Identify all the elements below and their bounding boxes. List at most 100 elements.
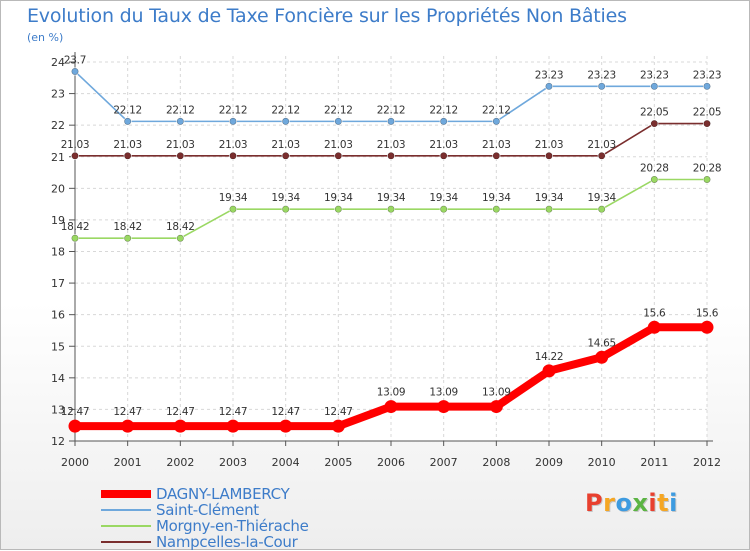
data-label: 18.42 — [61, 221, 90, 233]
x-tick-label: 2003 — [219, 456, 247, 469]
data-point — [384, 400, 398, 414]
data-point-outline — [492, 117, 500, 125]
x-tick-label: 2005 — [324, 456, 352, 469]
data-point-outline — [229, 152, 237, 160]
data-point — [331, 419, 345, 433]
x-tick-label: 2010 — [588, 456, 616, 469]
legend-swatch — [101, 541, 151, 543]
y-tick-label: 16 — [51, 309, 65, 322]
x-tick-label: 2008 — [482, 456, 510, 469]
data-label: 21.03 — [113, 139, 142, 151]
x-tick-label: 2001 — [114, 456, 142, 469]
data-label: 19.34 — [587, 192, 616, 204]
data-label: 22.05 — [640, 107, 669, 119]
data-label: 20.28 — [640, 162, 669, 174]
data-point-outline — [440, 152, 448, 160]
y-tick-label: 24 — [51, 56, 65, 69]
data-label: 23.23 — [640, 69, 669, 81]
data-label: 21.03 — [535, 139, 564, 151]
data-point — [542, 364, 556, 378]
series-lines — [68, 67, 714, 433]
data-label: 21.03 — [324, 139, 353, 151]
data-point — [647, 320, 661, 334]
data-point-outline — [124, 152, 132, 160]
data-point — [279, 419, 293, 433]
y-tick-label: 19 — [51, 214, 65, 227]
data-label: 22.12 — [219, 104, 248, 116]
data-point — [700, 320, 714, 334]
data-label: 23.7 — [64, 54, 86, 66]
data-label: 21.03 — [61, 139, 90, 151]
data-label: 14.22 — [535, 351, 564, 363]
data-label: 12.47 — [166, 406, 195, 418]
legend-item-morgny-en-thi-rache: Morgny-en-Thiérache — [101, 517, 361, 535]
data-point-outline — [176, 234, 184, 242]
y-tick-label: 20 — [51, 182, 65, 195]
legend-swatch — [101, 490, 151, 498]
data-point-outline — [387, 205, 395, 213]
data-point-outline — [334, 117, 342, 125]
data-label: 19.34 — [482, 192, 511, 204]
data-label: 12.47 — [113, 406, 142, 418]
x-tick-label: 2006 — [377, 456, 405, 469]
data-label: 13.09 — [429, 387, 458, 399]
data-label: 22.12 — [324, 104, 353, 116]
data-point-outline — [440, 117, 448, 125]
data-label: 21.03 — [271, 139, 300, 151]
data-point-outline — [387, 152, 395, 160]
data-label: 21.03 — [482, 139, 511, 151]
y-tick-label: 18 — [51, 246, 65, 259]
data-label: 20.28 — [693, 162, 722, 174]
data-label: 19.34 — [324, 192, 353, 204]
data-label: 12.47 — [61, 406, 90, 418]
data-label: 12.47 — [219, 406, 248, 418]
data-label: 23.23 — [587, 69, 616, 81]
data-label: 18.42 — [166, 221, 195, 233]
data-point-outline — [598, 82, 606, 90]
legend-swatch — [101, 509, 151, 511]
data-label: 14.65 — [587, 337, 616, 349]
data-point-outline — [545, 82, 553, 90]
data-label: 13.09 — [482, 387, 511, 399]
data-point-outline — [176, 152, 184, 160]
data-point-outline — [650, 82, 658, 90]
data-label: 21.03 — [587, 139, 616, 151]
data-point-outline — [229, 205, 237, 213]
data-point-outline — [229, 117, 237, 125]
chart-title: Evolution du Taux de Taxe Foncière sur l… — [27, 5, 627, 27]
data-point-outline — [282, 152, 290, 160]
logo-letter: r — [603, 489, 616, 517]
data-point-outline — [124, 117, 132, 125]
legend-label: Morgny-en-Thiérache — [156, 517, 309, 535]
proxiti-logo[interactable]: Proxiti — [585, 489, 678, 517]
logo-letter: i — [669, 489, 678, 517]
data-point-outline — [492, 205, 500, 213]
y-tick-label: 17 — [51, 277, 65, 290]
logo-letter: t — [657, 489, 670, 517]
x-tick-label: 2009 — [535, 456, 563, 469]
y-tick-label: 23 — [51, 88, 65, 101]
data-label: 19.34 — [535, 192, 564, 204]
legend-label: Nampcelles-la-Cour — [156, 533, 298, 551]
data-label: 15.6 — [643, 307, 666, 319]
data-label: 22.12 — [482, 104, 511, 116]
logo-letter: x — [632, 489, 649, 517]
data-label: 21.03 — [166, 139, 195, 151]
x-tick-label: 2007 — [430, 456, 458, 469]
data-point — [437, 400, 451, 414]
axes: 12 13 14 15 16 17 18 19 20 21 22 23 24 2000 2001 2002 20… — [51, 52, 721, 469]
legend-item-dagny-lambercy: DAGNY-LAMBERCY — [101, 485, 361, 503]
data-label: 22.12 — [377, 104, 406, 116]
data-label: 13.09 — [377, 387, 406, 399]
data-point-outline — [71, 152, 79, 160]
data-point-outline — [334, 205, 342, 213]
data-point-outline — [650, 120, 658, 128]
data-label: 12.47 — [271, 406, 300, 418]
legend: DAGNY-LAMBERCY Saint-Clément Morgny-en-Thi… — [101, 485, 361, 551]
data-point-outline — [176, 117, 184, 125]
data-label: 22.12 — [429, 104, 458, 116]
x-tick-label: 2002 — [166, 456, 194, 469]
data-point-outline — [703, 175, 711, 183]
y-tick-label: 14 — [51, 372, 65, 385]
